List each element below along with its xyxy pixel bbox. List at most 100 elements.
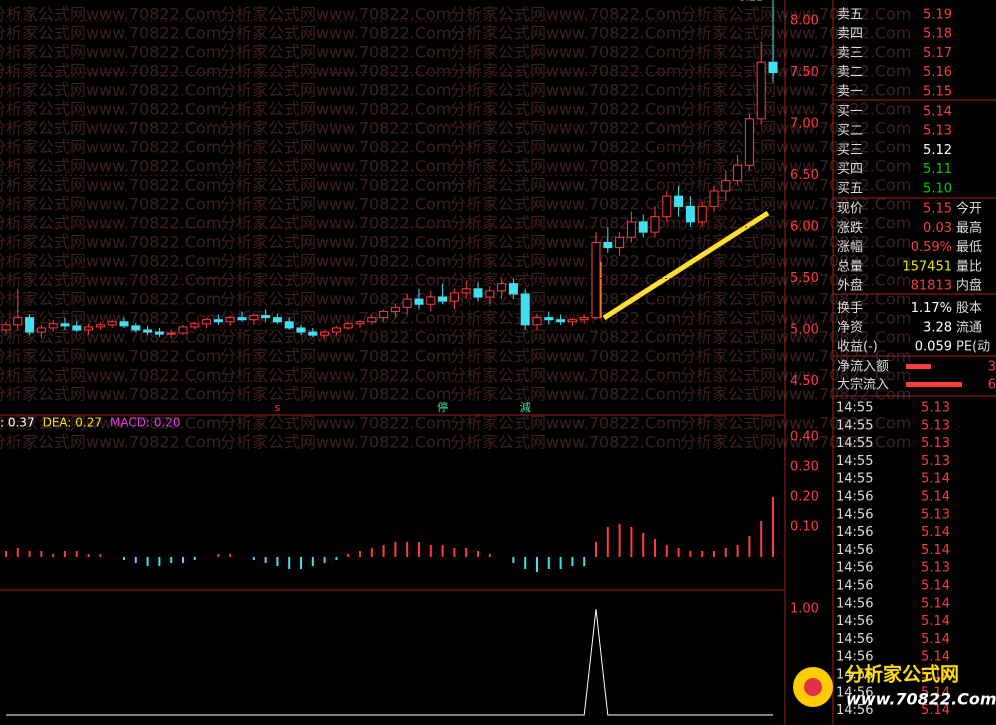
candle-body	[390, 306, 400, 312]
book-label: 卖三	[837, 46, 863, 61]
candle-body	[25, 317, 35, 333]
watermark: 分析家公式网www.70822.Com	[450, 385, 681, 404]
price-tick-label: 7.50	[790, 65, 819, 80]
watermark: 分析家公式网www.70822.Com	[680, 309, 911, 328]
watermark: 分析家公式网www.70822.Com	[680, 271, 911, 290]
watermark: 分析家公式网www.70822.Com	[220, 5, 451, 24]
flow-bar	[906, 364, 931, 369]
watermark: 分析家公式网www.70822.Com	[220, 252, 451, 271]
trade-price: 5.13	[921, 401, 950, 416]
watermark: 分析家公式网www.70822.Com	[0, 43, 221, 62]
watermark: 分析家公式网www.70822.Com	[680, 43, 911, 62]
book-price: 5.10	[923, 181, 952, 196]
stat-label: 净资	[837, 320, 863, 335]
watermark: 分析家公式网www.70822.Com	[0, 176, 221, 195]
stat-value: 3.28	[923, 320, 952, 335]
trade-price: 5.13	[921, 454, 950, 469]
watermark: 分析家公式网www.70822.Com	[450, 119, 681, 138]
candle-body	[320, 331, 330, 336]
candle-body	[131, 325, 141, 331]
candle-body	[579, 317, 589, 321]
candle-body	[261, 315, 271, 319]
candle-body	[615, 236, 625, 249]
candle-body	[591, 241, 601, 319]
candle-body	[379, 310, 389, 319]
watermark: 分析家公式网www.70822.Com	[450, 43, 681, 62]
watermark: 分析家公式网www.70822.Com	[450, 309, 681, 328]
candle-body	[709, 190, 719, 207]
stat-label: 换手	[837, 301, 863, 316]
macd-tick-label: 0.30	[790, 460, 819, 475]
price-tick-label: 6.00	[790, 220, 819, 235]
candle-body	[733, 164, 743, 182]
stat-label: 涨跌	[837, 220, 863, 236]
watermark: 分析家公式网www.70822.Com	[680, 233, 911, 252]
watermark: 分析家公式网www.70822.Com	[680, 214, 911, 233]
watermark: 分析家公式网www.70822.Com	[450, 62, 681, 81]
watermark: 分析家公式网www.70822.Com	[450, 195, 681, 214]
trade-price: 5.14	[921, 614, 950, 629]
trade-price: 5.14	[921, 490, 950, 505]
watermark: 分析家公式网www.70822.Com	[450, 433, 681, 452]
price-tick-label: 6.50	[790, 168, 819, 183]
watermark: 分析家公式网www.70822.Com	[450, 5, 681, 24]
stat-value: 1.17%	[911, 301, 952, 316]
candle-body	[284, 321, 294, 329]
trade-price: 5.14	[921, 632, 950, 647]
stat-value: 81813	[911, 279, 952, 294]
high-label: 8.21	[739, 0, 764, 3]
watermark: 分析家公式网www.70822.Com	[680, 366, 911, 385]
candle-body	[402, 298, 412, 308]
trade-time: 14:56	[836, 685, 873, 700]
watermark: 分析家公式网www.70822.Com	[220, 328, 451, 347]
watermark: 分析家公式网www.70822.Com	[680, 81, 911, 100]
watermark: 分析家公式网www.70822.Com	[0, 433, 221, 452]
watermark: 分析家公式网www.70822.Com	[450, 271, 681, 290]
stat-label: 收益(-)	[837, 340, 878, 355]
trade-time: 14:55	[836, 454, 873, 469]
stat-value: 0.59%	[911, 240, 952, 255]
candle-body	[48, 323, 58, 329]
signal-line	[6, 608, 773, 716]
candle-body	[485, 290, 495, 298]
watermark: 分析家公式网www.70822.Com	[0, 414, 221, 433]
watermark: 分析家公式网www.70822.Com	[220, 414, 451, 433]
candle-body	[520, 293, 530, 326]
watermark: 分析家公式网www.70822.Com	[0, 100, 221, 119]
watermark: 分析家公式网www.70822.Com	[0, 271, 221, 290]
watermark: 分析家公式网www.70822.Com	[680, 100, 911, 119]
stat-label: 最高	[956, 220, 982, 236]
candle-body	[202, 319, 212, 325]
candle-body	[414, 298, 424, 305]
stat-label: 总量	[837, 259, 863, 274]
candle-body	[1, 324, 11, 331]
watermark: 分析家公式网www.70822.Com	[220, 433, 451, 452]
candle-body	[497, 283, 507, 292]
candle-body	[650, 216, 660, 233]
book-price: 5.16	[923, 65, 952, 80]
watermark: 分析家公式网www.70822.Com	[0, 328, 221, 347]
candle-body	[60, 323, 70, 327]
watermark: 分析家公式网www.70822.Com	[0, 233, 221, 252]
candle-body	[178, 326, 188, 334]
flow-label: 净流入额	[837, 360, 889, 375]
watermark: 分析家公式网www.70822.Com	[0, 5, 221, 24]
watermark: 分析家公式网www.70822.Com	[680, 5, 911, 24]
candle-body	[119, 321, 129, 327]
watermark: 分析家公式网www.70822.Com	[220, 366, 451, 385]
stat-label: 涨幅	[837, 240, 863, 255]
candle-body	[626, 221, 636, 238]
stat-label: 流通	[956, 320, 982, 335]
trade-time: 14:55	[836, 472, 873, 487]
watermark: 分析家公式网www.70822.Com	[680, 119, 911, 138]
candle-body	[190, 323, 200, 328]
watermark: 分析家公式网www.70822.Com	[220, 24, 451, 43]
watermark: 分析家公式网www.70822.Com	[220, 290, 451, 309]
candle-body	[36, 327, 46, 333]
candle-body	[13, 317, 23, 326]
watermark: 分析家公式网www.70822.Com	[680, 252, 911, 271]
candle-body	[272, 317, 282, 323]
trade-time: 14:56	[836, 596, 873, 611]
